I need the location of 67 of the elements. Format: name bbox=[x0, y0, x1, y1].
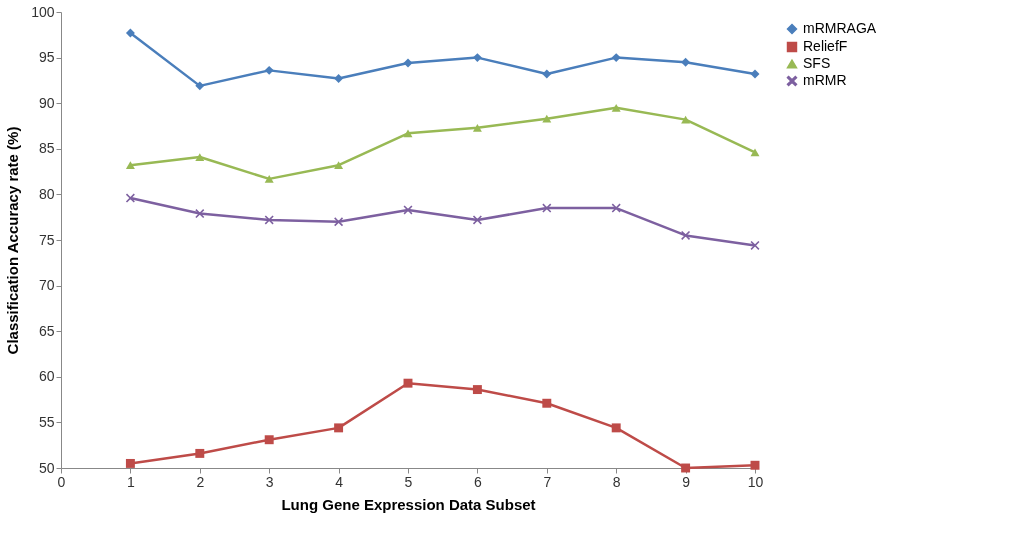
point bbox=[403, 129, 413, 138]
y-tick-label: 90 bbox=[38, 94, 55, 111]
point bbox=[542, 114, 552, 123]
point bbox=[403, 378, 413, 388]
y-tick-label: 60 bbox=[38, 368, 55, 385]
y-tick-label: 100 bbox=[31, 3, 55, 20]
y-tick-label: 50 bbox=[38, 459, 55, 476]
point bbox=[681, 230, 691, 240]
point bbox=[195, 153, 205, 161]
point bbox=[750, 148, 760, 157]
point bbox=[611, 53, 621, 63]
x-tick-label: 7 bbox=[543, 473, 552, 490]
x-tick-label: 1 bbox=[127, 473, 135, 490]
point bbox=[125, 161, 135, 170]
point bbox=[750, 69, 760, 79]
point bbox=[264, 215, 274, 225]
point bbox=[611, 203, 621, 213]
y-tick-label: 80 bbox=[38, 185, 55, 202]
point bbox=[125, 28, 135, 38]
point bbox=[611, 423, 621, 433]
point bbox=[195, 209, 205, 219]
x-tick-label: 10 bbox=[747, 473, 764, 490]
point bbox=[334, 423, 344, 433]
point bbox=[542, 398, 552, 408]
y-tick-label: 95 bbox=[38, 49, 55, 66]
point bbox=[125, 193, 135, 203]
x-tick-label: 8 bbox=[612, 473, 621, 490]
x-tick-label: 2 bbox=[196, 473, 205, 490]
y-tick-label: 75 bbox=[38, 231, 55, 248]
point bbox=[472, 53, 482, 63]
point bbox=[334, 217, 344, 227]
x-tick-label: 5 bbox=[404, 473, 413, 490]
point bbox=[195, 448, 205, 458]
point bbox=[403, 58, 413, 68]
point bbox=[611, 103, 621, 112]
point bbox=[472, 385, 482, 395]
x-tick-label: 6 bbox=[474, 473, 482, 490]
x-tick-label: 4 bbox=[335, 473, 344, 490]
point bbox=[542, 203, 552, 213]
point bbox=[125, 458, 135, 468]
x-tick-label: 9 bbox=[682, 473, 691, 490]
point bbox=[403, 205, 413, 215]
point bbox=[334, 74, 344, 84]
y-tick-label: 65 bbox=[38, 322, 55, 339]
point bbox=[681, 57, 691, 67]
x-tick-label: 3 bbox=[265, 473, 274, 490]
point bbox=[472, 123, 482, 132]
y-tick-label: 85 bbox=[38, 140, 55, 157]
point bbox=[264, 175, 274, 183]
point bbox=[195, 81, 205, 91]
point bbox=[264, 435, 274, 445]
y-tick-label: 70 bbox=[38, 277, 55, 294]
legend-label: ReliefF bbox=[803, 38, 848, 54]
legend-label: mRMR bbox=[803, 72, 847, 88]
point bbox=[264, 65, 274, 75]
point bbox=[750, 460, 760, 470]
y-axis-title: Classification Accuracy rate (%) bbox=[4, 126, 22, 355]
legend-label: mRMRAGA bbox=[803, 20, 877, 36]
point bbox=[472, 215, 482, 225]
point bbox=[681, 463, 691, 473]
point bbox=[750, 241, 760, 250]
x-tick-label: 0 bbox=[57, 473, 66, 490]
point bbox=[542, 69, 552, 79]
x-axis-title: Lung Gene Expression Data Subset bbox=[281, 495, 536, 513]
y-tick-label: 55 bbox=[38, 413, 55, 430]
legend-label: SFS bbox=[803, 55, 831, 71]
point bbox=[334, 161, 344, 170]
